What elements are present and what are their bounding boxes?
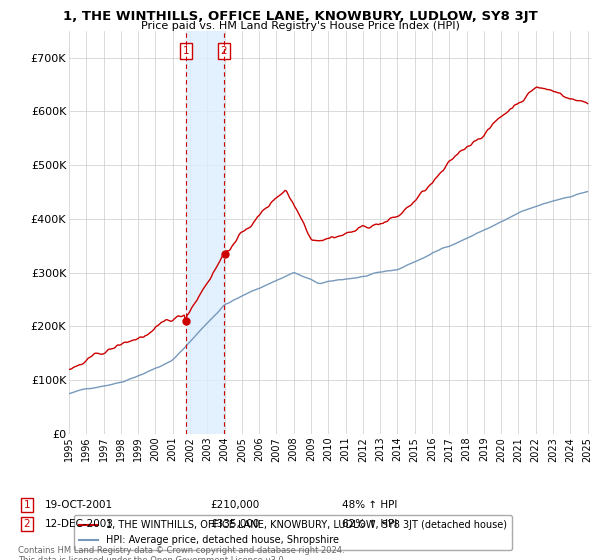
Text: 2: 2 — [23, 519, 31, 529]
Legend: 1, THE WINTHILLS, OFFICE LANE, KNOWBURY, LUDLOW, SY8 3JT (detached house), HPI: : 1, THE WINTHILLS, OFFICE LANE, KNOWBURY,… — [74, 515, 512, 550]
Text: 19-OCT-2001: 19-OCT-2001 — [45, 500, 113, 510]
Text: 1: 1 — [23, 500, 31, 510]
Text: 12-DEC-2003: 12-DEC-2003 — [45, 519, 114, 529]
Point — [220, 249, 229, 258]
Text: Contains HM Land Registry data © Crown copyright and database right 2024.
This d: Contains HM Land Registry data © Crown c… — [18, 546, 344, 560]
Text: 48% ↑ HPI: 48% ↑ HPI — [342, 500, 397, 510]
Text: 2: 2 — [221, 46, 227, 56]
Bar — [187, 31, 224, 434]
Text: 62% ↑ HPI: 62% ↑ HPI — [342, 519, 397, 529]
Point — [181, 316, 190, 325]
Text: 1, THE WINTHILLS, OFFICE LANE, KNOWBURY, LUDLOW, SY8 3JT: 1, THE WINTHILLS, OFFICE LANE, KNOWBURY,… — [62, 10, 538, 23]
Text: Price paid vs. HM Land Registry's House Price Index (HPI): Price paid vs. HM Land Registry's House … — [140, 21, 460, 31]
Text: 1: 1 — [183, 46, 190, 56]
Text: £210,000: £210,000 — [210, 500, 259, 510]
Text: £335,000: £335,000 — [210, 519, 259, 529]
